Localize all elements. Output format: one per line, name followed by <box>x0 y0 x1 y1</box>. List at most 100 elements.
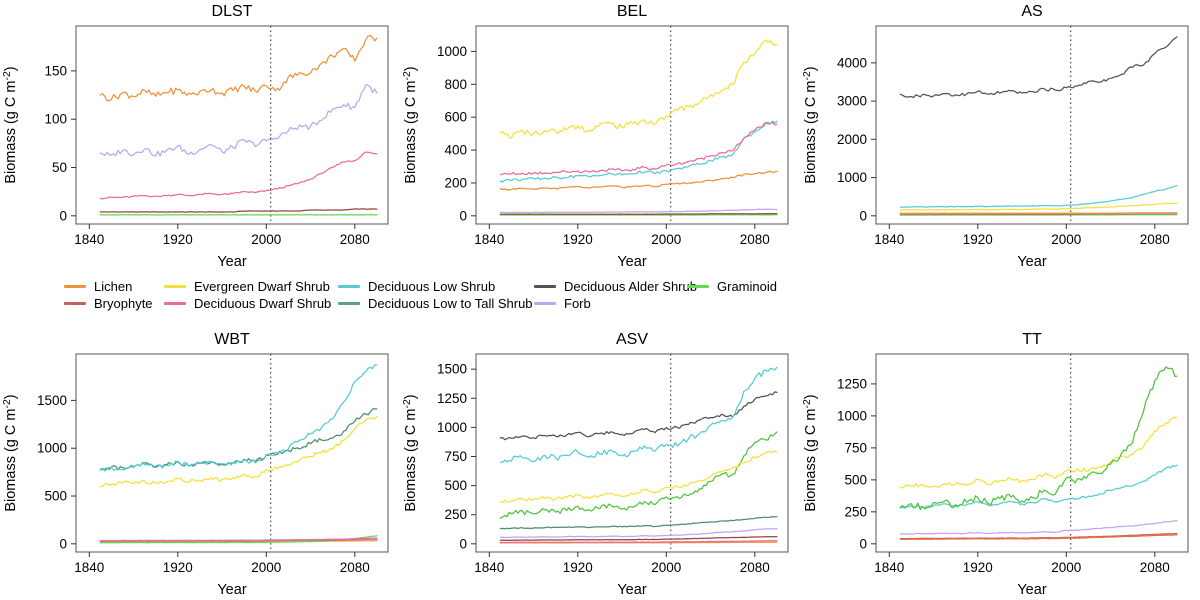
x-tick-label: 1920 <box>963 560 993 575</box>
series-line-lichen <box>499 170 778 191</box>
plot-box <box>475 353 789 553</box>
x-tick-label: 2080 <box>740 232 770 247</box>
legend-label: Deciduous Low Shrub <box>368 279 496 294</box>
y-tick-label: 3000 <box>837 94 867 109</box>
legend-swatch <box>687 285 709 288</box>
series-line-bryophyte <box>499 212 778 215</box>
panel-title: ASV <box>616 331 648 348</box>
chart-wbt: 1840 1920 2000 2080 0 500 1000 1500 WBT Year Bioma… <box>1 331 389 598</box>
legend-swatch <box>64 302 86 305</box>
series-line-evergreen-dwarf-shrub <box>499 450 778 504</box>
x-axis-label: Year <box>217 582 246 598</box>
plot-box <box>875 25 1189 225</box>
series-line-evergreen-dwarf-shrub <box>99 416 378 488</box>
legend-label: Lichen <box>94 279 133 294</box>
legend-label: Deciduous Low to Tall Shrub <box>368 296 533 311</box>
y-tick-label: 50 <box>52 160 67 175</box>
chart-dlst: 1840 1920 2000 2080 0 50 100 150 DLST Year Biomass… <box>1 3 389 270</box>
legend-item-lichen: Lichen <box>64 279 164 294</box>
panel-title: TT <box>1022 331 1042 348</box>
x-tick-label: 2000 <box>251 560 281 575</box>
series-line-deciduous-alder-shrub <box>899 36 1178 99</box>
x-tick-label: 1840 <box>474 560 504 575</box>
x-tick-label: 1840 <box>874 560 904 575</box>
series-line-deciduous-low-shrub <box>499 120 778 183</box>
series-line-lichen <box>99 34 378 102</box>
x-tick-label: 1840 <box>74 560 104 575</box>
y-tick-label: 750 <box>444 449 467 464</box>
series-line-forb <box>99 84 378 157</box>
x-axis-label: Year <box>1017 582 1046 598</box>
y-tick-label: 1000 <box>37 441 67 456</box>
plot-box <box>875 353 1189 553</box>
legend-label: Evergreen Dwarf Shrub <box>194 279 330 294</box>
legend-label: Forb <box>564 296 591 311</box>
panel-wbt: 1840 1920 2000 2080 0 500 1000 1500 WBT Year Bioma… <box>0 328 400 600</box>
y-tick-label: 0 <box>59 536 67 551</box>
y-tick-label: 1500 <box>437 362 467 377</box>
y-tick-label: 150 <box>44 63 67 78</box>
legend-item-graminoid: Graminoid <box>687 279 777 294</box>
panel-title: WBT <box>214 331 250 348</box>
legend-swatch <box>338 302 360 305</box>
top-chart-row: 1840 1920 2000 2080 0 50 100 150 DLST Year Biomass… <box>0 0 1200 272</box>
plot-box <box>75 353 389 553</box>
series-line-lichen <box>499 541 778 544</box>
legend-label: Deciduous Alder Shrub <box>564 279 697 294</box>
legend-label: Bryophyte <box>94 296 153 311</box>
y-tick-label: 1500 <box>37 393 67 408</box>
series-line-deciduous-low-shrub <box>499 366 778 463</box>
y-tick-label: 400 <box>444 143 467 158</box>
y-tick-label: 4000 <box>837 55 867 70</box>
legend-swatch <box>534 302 556 305</box>
y-tick-label: 0 <box>859 208 867 223</box>
y-axis-label: Biomass (g C m-2) <box>1 394 19 511</box>
x-tick-label: 1840 <box>474 232 504 247</box>
y-axis-label: Biomass (g C m-2) <box>1 66 19 183</box>
y-tick-label: 1250 <box>437 391 467 406</box>
y-axis-label: Biomass (g C m-2) <box>401 66 419 183</box>
panel-dlst: 1840 1920 2000 2080 0 50 100 150 DLST Year Biomass… <box>0 0 400 272</box>
y-tick-label: 0 <box>459 536 467 551</box>
x-tick-label: 2000 <box>651 560 681 575</box>
x-tick-label: 1920 <box>163 232 193 247</box>
chart-bel: 1840 1920 2000 2080 0 200 400 600 800 1000 BEL Year… <box>401 3 789 270</box>
y-tick-label: 0 <box>859 536 867 551</box>
chart-as: 1840 1920 2000 2080 0 1000 2000 3000 4000 AS Year B… <box>801 3 1189 270</box>
legend-swatch <box>164 302 186 305</box>
x-tick-label: 2000 <box>1051 232 1081 247</box>
legend-label: Deciduous Dwarf Shrub <box>194 296 332 311</box>
panel-as: 1840 1920 2000 2080 0 1000 2000 3000 4000 AS Year B… <box>800 0 1200 272</box>
chart-asv: 1840 1920 2000 2080 0 250 500 750 1000 1250 1500 AS… <box>401 331 789 598</box>
bottom-chart-row: 1840 1920 2000 2080 0 500 1000 1500 WBT Year Bioma… <box>0 328 1200 600</box>
y-tick-label: 750 <box>844 440 867 455</box>
series-line-bryophyte <box>99 208 378 213</box>
x-tick-label: 2080 <box>340 232 370 247</box>
y-axis-label: Biomass (g C m-2) <box>401 394 419 511</box>
x-axis-label: Year <box>1017 254 1046 270</box>
x-tick-label: 2000 <box>1051 560 1081 575</box>
x-tick-label: 2080 <box>1140 232 1170 247</box>
legend-swatch <box>534 285 556 288</box>
y-tick-label: 0 <box>459 208 467 223</box>
series-line-deciduous-dwarf-shrub <box>499 540 778 544</box>
y-tick-label: 1250 <box>837 376 867 391</box>
x-tick-label: 1840 <box>74 232 104 247</box>
y-tick-label: 0 <box>59 208 67 223</box>
y-tick-label: 200 <box>444 175 467 190</box>
x-tick-label: 1920 <box>563 560 593 575</box>
series-line-evergreen-dwarf-shrub <box>899 416 1178 489</box>
panel-bel: 1840 1920 2000 2080 0 200 400 600 800 1000 BEL Year… <box>400 0 800 272</box>
series-line-forb <box>499 208 778 214</box>
y-tick-label: 1000 <box>437 44 467 59</box>
x-tick-label: 2080 <box>1140 560 1170 575</box>
panel-title: AS <box>1021 3 1042 20</box>
x-tick-label: 2000 <box>651 232 681 247</box>
legend-swatch <box>338 285 360 288</box>
series-line-bryophyte <box>499 535 778 542</box>
legend-swatch <box>64 285 86 288</box>
legend-item-deciduous-alder-shrub: Deciduous Alder Shrub <box>534 279 697 294</box>
y-tick-label: 2000 <box>837 132 867 147</box>
x-tick-label: 1920 <box>563 232 593 247</box>
